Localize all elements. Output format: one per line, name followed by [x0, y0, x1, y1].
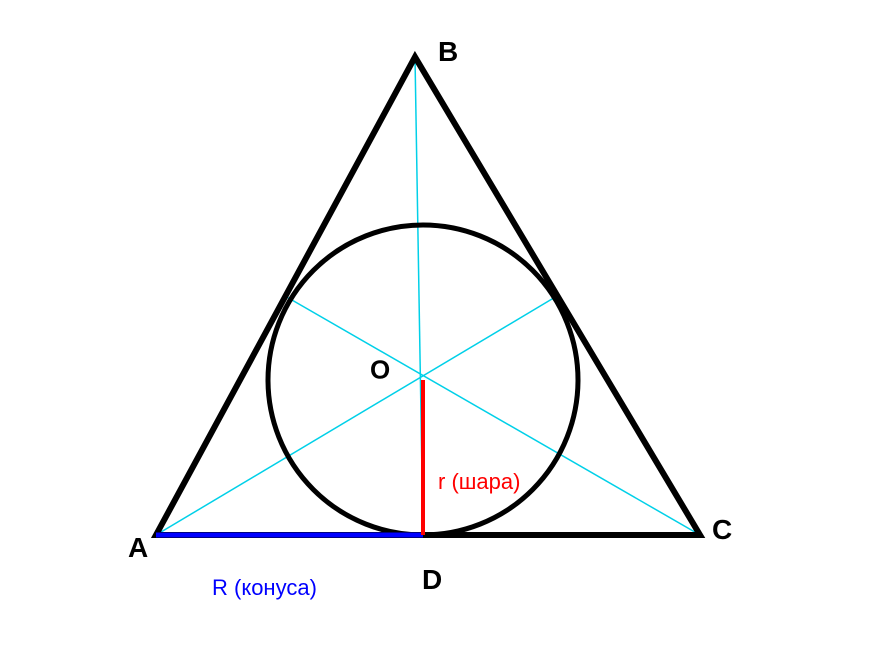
vertex-label-a: A: [128, 532, 148, 564]
center-label-o: O: [370, 355, 390, 386]
triangle-abc: [156, 57, 700, 535]
vertex-label-c: C: [712, 514, 732, 546]
median-from-c: [285, 296, 700, 535]
cone-radius-label: R (конуса): [212, 575, 317, 601]
vertex-label-b: B: [438, 36, 458, 68]
sphere-radius-label: r (шара): [438, 469, 520, 495]
median-from-a: [156, 296, 557, 535]
vertex-label-d: D: [422, 564, 442, 596]
